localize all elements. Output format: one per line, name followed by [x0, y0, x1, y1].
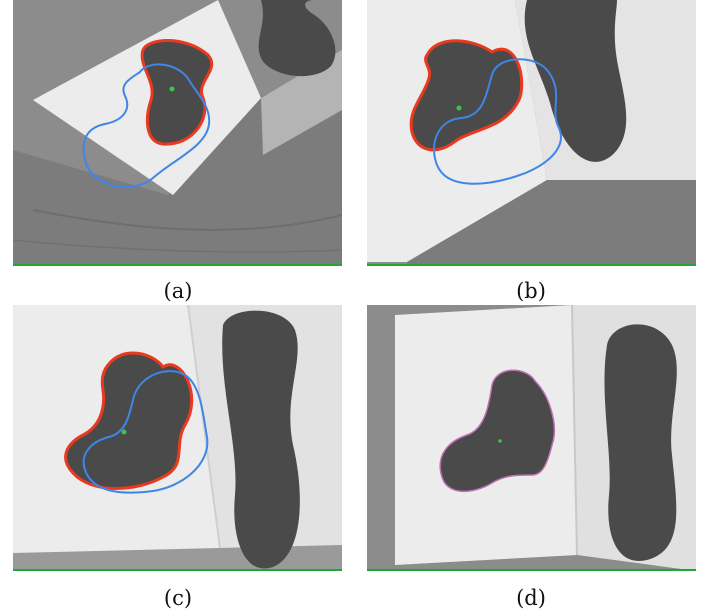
- wood-grain: [32, 209, 342, 231]
- centroid-marker: [169, 86, 175, 92]
- caption-a: (a): [163, 279, 193, 303]
- initial-contour: [433, 58, 562, 185]
- paper-fold-line: [187, 305, 224, 571]
- active-contour: [64, 351, 194, 490]
- panel-a-image: [13, 0, 342, 266]
- caption-b: (b): [516, 279, 546, 303]
- paper-sheet: [33, 0, 261, 195]
- footprint-shape: [258, 0, 336, 77]
- panel-d-image: [367, 305, 696, 571]
- centroid-marker: [456, 105, 462, 111]
- wooden-floor: [13, 60, 342, 266]
- panel-c-image: [13, 305, 342, 571]
- paper-fold: [261, 50, 342, 155]
- footprint-shape: [222, 310, 300, 569]
- paper-fold-line: [571, 305, 578, 556]
- panel-a: [13, 0, 342, 266]
- caption-d: (d): [516, 586, 546, 610]
- caption-c: (c): [163, 586, 193, 610]
- footprint-shape: [604, 324, 677, 561]
- initial-contour: [82, 63, 211, 188]
- converged-contour: [439, 369, 556, 493]
- wood-grain: [13, 239, 342, 253]
- panel-b: [367, 0, 696, 266]
- panel-c: [13, 305, 342, 571]
- panel-b-image: [367, 0, 696, 266]
- panel-d: [367, 305, 696, 571]
- floor: [407, 180, 696, 266]
- footprint-shape: [524, 0, 627, 162]
- centroid-marker: [498, 439, 502, 443]
- active-contour: [409, 39, 524, 152]
- initial-contour: [82, 370, 209, 494]
- active-contour: [140, 39, 214, 146]
- centroid-marker: [121, 429, 127, 435]
